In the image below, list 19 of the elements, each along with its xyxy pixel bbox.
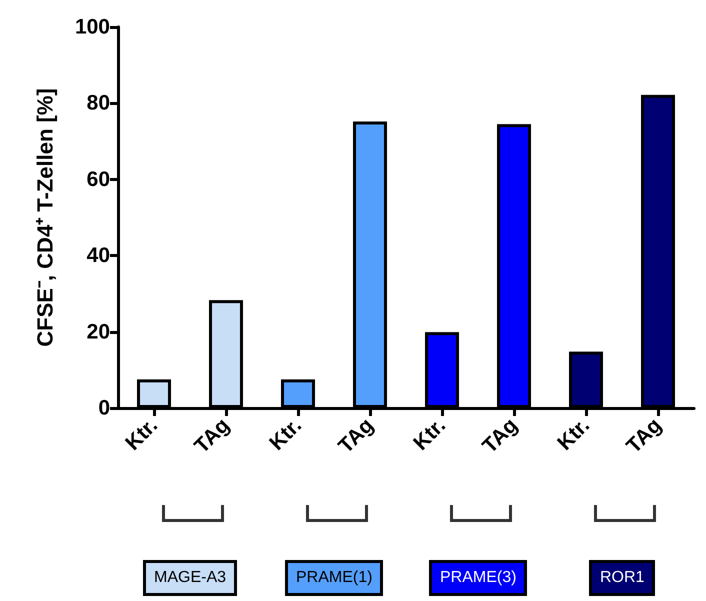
x-tick-label: Ktr.: [553, 414, 594, 455]
x-tick-label: TAg: [334, 414, 378, 458]
x-tick-label: TAg: [622, 414, 666, 458]
y-tick-label: 40: [86, 244, 110, 268]
x-tick-label: TAg: [478, 414, 522, 458]
text: PRAME(1): [285, 560, 384, 596]
x-tick-label: TAg: [190, 414, 234, 458]
x-tick-label: Ktr.: [121, 414, 162, 455]
y-tick-label: 60: [86, 168, 110, 191]
text: ROR1: [589, 560, 656, 596]
y-tick-label: 20: [86, 320, 110, 344]
y-tick-label: 80: [86, 92, 110, 115]
y-tick-label: 100: [74, 16, 110, 38]
x-tick-label: Ktr.: [409, 414, 450, 455]
text: MAGE-A3: [143, 560, 238, 596]
y-axis-title: CFSE⁻, CD4⁺ T-Zellen [%]: [32, 88, 58, 347]
x-tick-label: Ktr.: [265, 414, 306, 455]
text: PRAME(3): [429, 560, 528, 596]
y-tick-label: 0: [98, 396, 110, 420]
